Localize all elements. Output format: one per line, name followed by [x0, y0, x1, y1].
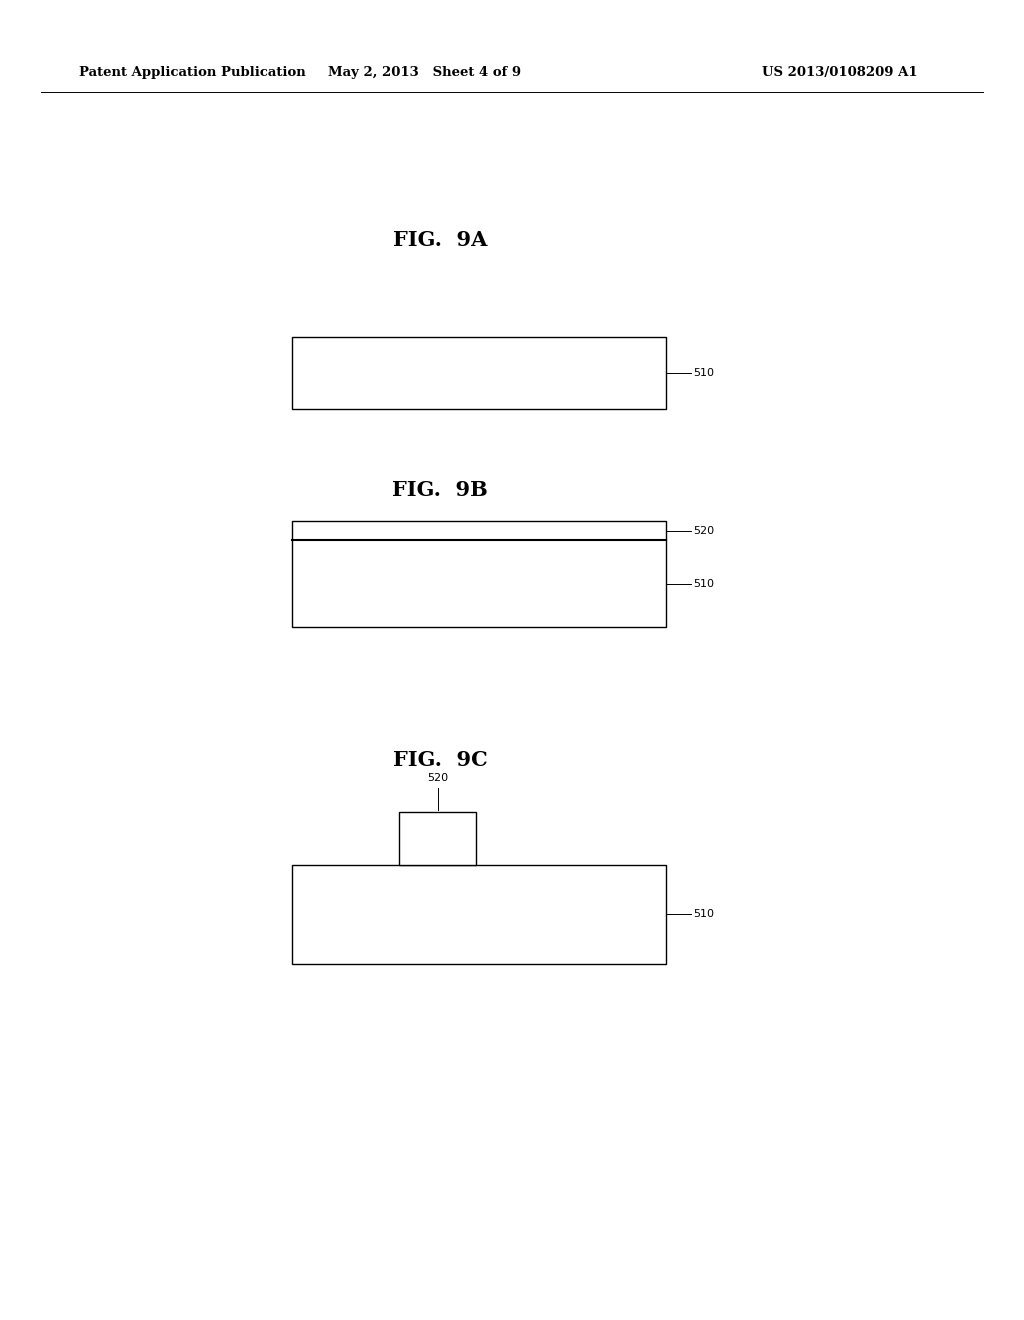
Text: US 2013/0108209 A1: US 2013/0108209 A1	[762, 66, 918, 79]
Bar	[292, 865, 666, 964]
Text: May 2, 2013   Sheet 4 of 9: May 2, 2013 Sheet 4 of 9	[329, 66, 521, 79]
Text: 520: 520	[427, 772, 449, 783]
Bar	[292, 521, 666, 627]
Text: FIG.  9C: FIG. 9C	[393, 750, 487, 771]
Bar	[292, 337, 666, 409]
Text: Patent Application Publication: Patent Application Publication	[79, 66, 305, 79]
Text: 510: 510	[693, 909, 715, 919]
Text: 510: 510	[693, 368, 715, 378]
Text: 510: 510	[693, 578, 715, 589]
Text: 520: 520	[693, 525, 715, 536]
Text: FIG.  9B: FIG. 9B	[392, 479, 488, 500]
Bar	[399, 812, 476, 865]
Text: FIG.  9A: FIG. 9A	[393, 230, 487, 251]
